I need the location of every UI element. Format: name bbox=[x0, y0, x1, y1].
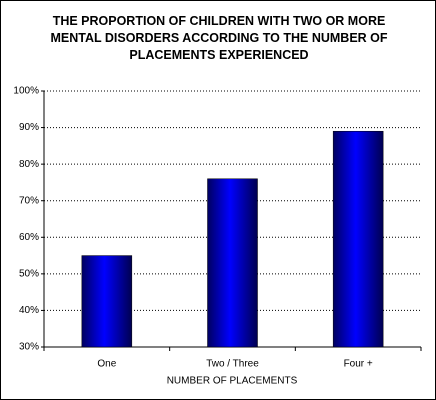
chart-title: THE PROPORTION OF CHILDREN WITH TWO OR M… bbox=[50, 14, 388, 62]
bar bbox=[81, 255, 133, 348]
x-tick-label: Four + bbox=[344, 359, 373, 370]
y-tick-label: 70% bbox=[19, 195, 39, 206]
y-tick-label: 50% bbox=[19, 268, 39, 279]
y-tick-label: 30% bbox=[19, 342, 39, 353]
y-tick-label: 80% bbox=[19, 159, 39, 170]
bar bbox=[207, 178, 258, 348]
x-tick-label: One bbox=[97, 359, 116, 370]
y-tick-label: 40% bbox=[19, 305, 39, 316]
y-tick-label: 100% bbox=[13, 86, 39, 97]
y-tick-label: 60% bbox=[19, 232, 39, 243]
x-tick-label: Two / Three bbox=[206, 359, 259, 370]
x-axis-label: NUMBER OF PLACEMENTS bbox=[167, 376, 298, 387]
bar bbox=[332, 130, 384, 348]
y-tick-label: 90% bbox=[19, 122, 39, 133]
